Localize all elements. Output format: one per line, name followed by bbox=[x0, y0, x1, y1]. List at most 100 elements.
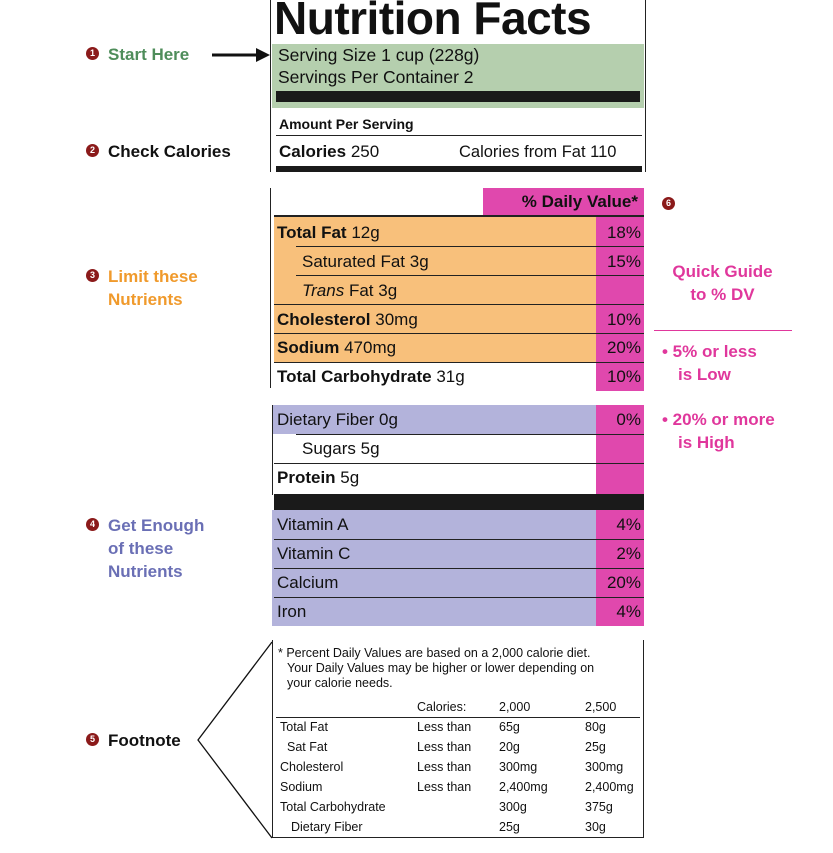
vitamin-row-calcium: Calcium 20% bbox=[272, 569, 644, 597]
row-pct: 20% bbox=[606, 573, 641, 592]
label-right-border-top bbox=[645, 0, 646, 172]
arrow-right-icon bbox=[212, 48, 270, 62]
row-rule bbox=[274, 568, 644, 569]
fiber-purple-block bbox=[272, 405, 596, 434]
row-pct: 18% bbox=[606, 223, 641, 242]
fn-cell: 25g bbox=[499, 820, 520, 834]
fn-cell: 300mg bbox=[585, 760, 624, 774]
row-rule bbox=[296, 246, 644, 247]
row-name: Calcium bbox=[277, 573, 339, 592]
check-calories-callout: Check Calories bbox=[108, 142, 231, 161]
footnote-bracket-icon bbox=[197, 641, 273, 839]
footnote-box bbox=[272, 640, 644, 838]
fn-cell: 2,400mg bbox=[585, 780, 634, 794]
quick-guide-callout: Quick Guide to % DV bbox=[655, 260, 790, 306]
fn-cell: 375g bbox=[585, 800, 613, 814]
high-line-1: • 20% or more bbox=[662, 410, 775, 429]
fn-cell: 30g bbox=[585, 820, 606, 834]
enough-line-3: Nutrients bbox=[108, 562, 183, 581]
step-2-badge: 2 bbox=[86, 144, 99, 157]
limit-row-total-carb: Total Carbohydrate 31g 10% bbox=[272, 363, 644, 391]
step-1-badge: 1 bbox=[86, 47, 99, 60]
fn-head-2000: 2,000 bbox=[499, 700, 531, 714]
footnote-line-1: * Percent Daily Values are based on a 2,… bbox=[278, 646, 591, 660]
carb-row-sugars: Sugars 5g bbox=[272, 435, 644, 463]
guide-line-2: to % DV bbox=[690, 285, 755, 304]
enough-line-2: of these bbox=[108, 539, 174, 558]
row-pct: 15% bbox=[606, 252, 641, 271]
row-name: Vitamin A bbox=[277, 515, 349, 534]
fn-cell: 300g bbox=[499, 800, 527, 814]
label-left-border-top bbox=[270, 0, 271, 172]
calories-label: Calories bbox=[279, 142, 347, 161]
fn-head-rule bbox=[276, 717, 640, 718]
row-pct: 0% bbox=[616, 410, 641, 429]
step-4-badge: 4 bbox=[86, 518, 99, 531]
row-pct: 4% bbox=[616, 602, 641, 621]
footnote-line-3: your calorie needs. bbox=[287, 676, 393, 690]
limit-nutrients-callout: Limit these Nutrients bbox=[108, 265, 198, 311]
low-line-1: • 5% or less bbox=[662, 342, 757, 361]
fn-cell: Less than bbox=[417, 760, 472, 774]
guide-line-1: Quick Guide bbox=[672, 262, 773, 281]
calories-from-fat: Calories from Fat 110 bbox=[459, 143, 617, 161]
dv-header: % Daily Value* bbox=[483, 188, 644, 215]
row-name: Vitamin C bbox=[277, 544, 351, 563]
pink-column-2 bbox=[596, 405, 644, 494]
enough-line-1: Get Enough bbox=[108, 516, 205, 535]
row-rule bbox=[274, 304, 644, 305]
step-5-badge: 5 bbox=[86, 733, 99, 746]
thick-bar-2 bbox=[276, 166, 642, 172]
limit-orange-block bbox=[274, 217, 596, 363]
fn-cell: 65g bbox=[499, 720, 520, 734]
footnote-callout: Footnote bbox=[108, 731, 181, 750]
label-left-border-mid bbox=[270, 188, 271, 388]
fn-cell: Less than bbox=[417, 720, 472, 734]
high-guide: • 20% or more is High bbox=[662, 408, 775, 454]
thick-bar-1 bbox=[276, 91, 640, 102]
row-name: Trans Fat 3g bbox=[302, 281, 398, 300]
serving-block: Serving Size 1 cup (228g) Servings Per C… bbox=[272, 44, 644, 108]
fn-row-cholesterol: Cholesterol bbox=[280, 760, 344, 774]
fn-head-2500: 2,500 bbox=[585, 700, 617, 714]
fn-cell: 300mg bbox=[499, 760, 538, 774]
vitamin-row-c: Vitamin C 2% bbox=[272, 540, 644, 568]
row-name: Total Fat 12g bbox=[277, 223, 380, 242]
row-rule bbox=[274, 333, 644, 334]
row-name: Cholesterol 30mg bbox=[277, 310, 418, 329]
row-rule bbox=[274, 539, 644, 540]
row-name: Total Carbohydrate 31g bbox=[277, 367, 465, 386]
row-name: Iron bbox=[277, 602, 307, 621]
carb-row-protein: Protein 5g bbox=[272, 464, 644, 492]
fn-row-total-carb: Total Carbohydrate bbox=[280, 800, 386, 814]
step-3-badge: 3 bbox=[86, 269, 99, 282]
calories-row: Calories 250 bbox=[279, 142, 379, 162]
limit-row-sodium: Sodium 470mg 20% bbox=[272, 334, 644, 362]
fn-cell: 2,400mg bbox=[499, 780, 548, 794]
row-pct: 2% bbox=[616, 544, 641, 563]
fn-cell: Less than bbox=[417, 740, 472, 754]
dv-header-rule bbox=[274, 215, 644, 217]
fn-cell: 20g bbox=[499, 740, 520, 754]
fn-head-calories: Calories: bbox=[417, 700, 467, 714]
row-pct: 20% bbox=[606, 338, 641, 357]
get-enough-callout: Get Enough of these Nutrients bbox=[108, 514, 204, 583]
serving-size: Serving Size 1 cup (228g) bbox=[278, 45, 480, 65]
vitamin-row-a: Vitamin A 4% bbox=[272, 511, 644, 539]
row-name: Dietary Fiber 0g bbox=[277, 410, 398, 429]
limit-line-1: Limit these bbox=[108, 267, 198, 286]
dv-header-text: % Daily Value* bbox=[521, 192, 638, 211]
fn-row-sodium: Sodium bbox=[280, 780, 323, 794]
row-name: Protein 5g bbox=[277, 468, 360, 487]
low-line-2: is Low bbox=[678, 365, 731, 384]
row-rule bbox=[274, 597, 644, 598]
amount-per-serving: Amount Per Serving bbox=[279, 116, 414, 132]
row-name: Sodium 470mg bbox=[277, 338, 397, 357]
row-rule bbox=[274, 362, 644, 363]
thick-bar-3 bbox=[274, 494, 644, 510]
fn-cell: Less than bbox=[417, 780, 472, 794]
high-line-2: is High bbox=[678, 433, 735, 452]
row-rule bbox=[296, 275, 644, 276]
label-left-border-low bbox=[272, 405, 273, 495]
amount-rule bbox=[276, 135, 642, 136]
